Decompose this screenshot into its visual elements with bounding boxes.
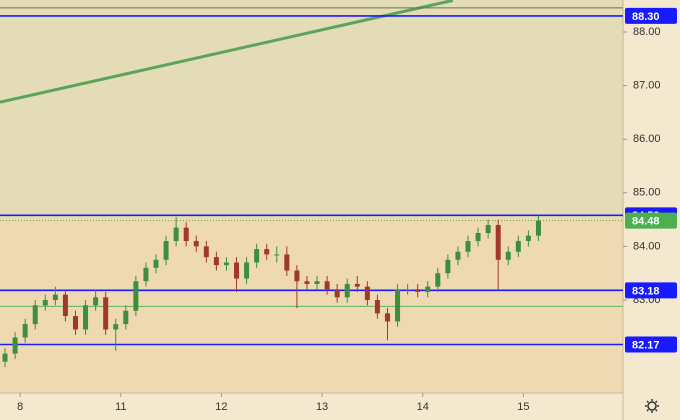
candle-body — [173, 227, 179, 242]
y-tick-label: 84.00 — [633, 240, 661, 252]
candle-body — [455, 251, 461, 260]
candle-body — [72, 316, 78, 330]
x-tick-label: 12 — [215, 401, 227, 413]
candle-body — [113, 324, 119, 330]
y-tick-label: 85.00 — [633, 187, 661, 199]
candle-body — [52, 294, 58, 301]
x-tick-label: 13 — [316, 401, 328, 413]
plot-background — [0, 0, 623, 216]
gear[interactable] — [647, 401, 657, 411]
gear-teeth[interactable] — [645, 399, 659, 413]
candle-body — [515, 241, 521, 252]
candle-body — [32, 305, 38, 325]
candle-body — [445, 259, 451, 274]
price-tag-label: 84.48 — [632, 216, 660, 228]
x-tick-label: 15 — [517, 401, 529, 413]
price-tag — [625, 282, 677, 299]
candle-body — [395, 289, 401, 322]
y-tick-label: 86.00 — [633, 133, 661, 145]
candle-body — [213, 257, 219, 266]
candle-body — [405, 289, 411, 291]
candle-body — [374, 300, 380, 314]
x-tick-label: 8 — [17, 401, 23, 413]
candle-body — [143, 267, 149, 282]
candle-body — [284, 254, 290, 271]
candle-body — [62, 294, 68, 317]
candle-body — [264, 249, 270, 255]
price-tag-label: 82.17 — [632, 339, 660, 351]
candle-body — [254, 249, 260, 263]
candle-body — [525, 235, 531, 242]
candle-body — [354, 283, 360, 287]
candle-body — [495, 224, 501, 260]
price-tag-label: 88.30 — [632, 11, 660, 23]
candle-body — [465, 241, 471, 252]
candle-body — [324, 281, 330, 290]
candle-body — [334, 289, 340, 298]
candle-body — [42, 300, 48, 306]
price-tag — [625, 7, 677, 24]
price-tag — [625, 212, 677, 229]
settings-icon[interactable] — [645, 399, 659, 413]
candle-body — [425, 286, 431, 292]
y-tick-label: 87.00 — [633, 80, 661, 92]
candle-body — [415, 289, 421, 292]
x-axis-area — [0, 393, 623, 420]
candle-body — [223, 262, 229, 266]
candle-body — [234, 262, 240, 279]
candle-body — [153, 259, 159, 268]
candle-body — [203, 246, 209, 258]
candle-body — [2, 353, 8, 362]
candle-body — [535, 220, 541, 236]
candle-body — [314, 281, 320, 284]
x-tick-label: 11 — [115, 401, 126, 413]
candle-body — [274, 254, 280, 256]
candle-body — [193, 241, 199, 247]
price-tag — [625, 336, 677, 353]
candle-body — [294, 270, 300, 282]
candle-body — [304, 281, 310, 284]
candle-body — [12, 337, 18, 354]
candle-body — [505, 251, 511, 260]
candle-body — [133, 281, 139, 311]
candle-body — [123, 310, 129, 325]
candle-body — [93, 297, 99, 306]
candle-body — [384, 313, 390, 322]
candle-body — [435, 273, 441, 287]
candle-body — [475, 233, 481, 242]
candle-body — [83, 305, 89, 330]
candle-body — [163, 241, 169, 260]
y-tick-label: 88.00 — [633, 26, 661, 38]
x-tick-label: 14 — [417, 401, 429, 413]
candle-body — [183, 227, 189, 242]
trend-line — [0, 0, 454, 104]
candle-body — [22, 324, 28, 338]
candle-body — [485, 224, 491, 234]
price-tag-label: 83.18 — [632, 285, 660, 297]
candle-body — [344, 283, 350, 298]
candle-body — [103, 297, 109, 330]
candle-body — [364, 286, 370, 301]
candle-body — [244, 262, 250, 279]
